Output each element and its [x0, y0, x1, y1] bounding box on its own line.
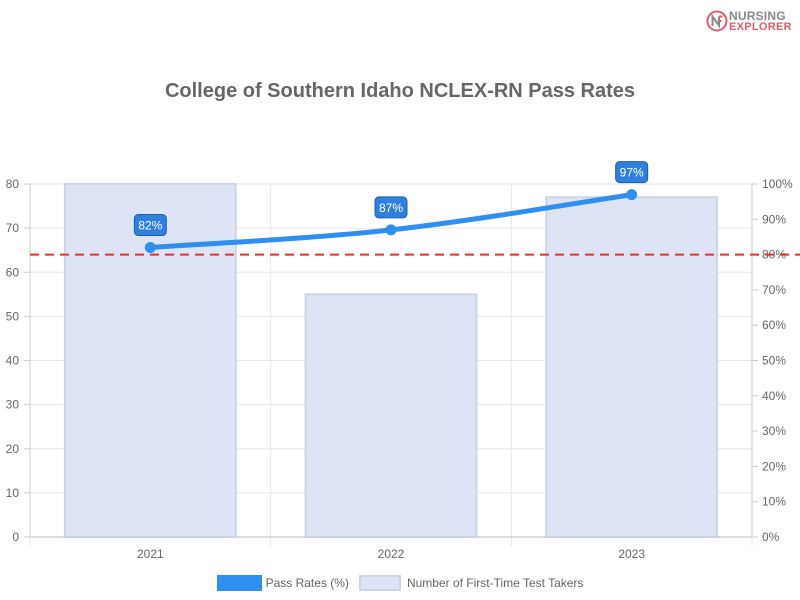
bar-2023 [545, 196, 719, 539]
logo-text-explorer: EXPLORER [729, 21, 792, 33]
pass-rate-point-2022 [385, 224, 397, 236]
y-left-tick-label: 60 [6, 265, 20, 279]
y-right-tick-label: 0% [762, 530, 780, 544]
bar-2021 [63, 183, 237, 538]
bar-2022 [304, 293, 478, 538]
y-left-tick-label: 0 [12, 530, 19, 544]
y-right-tick-label: 90% [762, 212, 786, 226]
legend-label-pass-rates: Pass Rates (%) [265, 576, 349, 590]
chart-title: College of Southern Idaho NCLEX-RN Pass … [164, 80, 636, 102]
y-right-tick-label: 50% [762, 354, 786, 368]
chart-legend: Pass Rates (%) Number of First-Time Test… [0, 575, 800, 591]
legend-swatch-line [216, 575, 262, 591]
y-right-tick-label: 100% [762, 177, 793, 191]
y-right-tick-label: 80% [762, 248, 786, 262]
x-tick-label: 2022 [378, 547, 405, 561]
y-right-tick-label: 10% [762, 495, 786, 509]
y-right-tick-label: 60% [762, 318, 786, 332]
data-label: 97% [620, 166, 644, 180]
data-label-box [374, 196, 408, 219]
y-right-tick-label: 30% [762, 424, 786, 438]
y-left-tick-label: 50 [6, 309, 20, 323]
logo-text-nursing: NURSING [729, 9, 786, 23]
y-left-tick-label: 10 [6, 486, 20, 500]
data-label: 87% [379, 201, 403, 215]
data-label-box [133, 214, 167, 237]
legend-label-test-takers: Number of First-Time Test Takers [406, 576, 584, 590]
nursing-explorer-logo: NURSING EXPLORER [706, 8, 792, 36]
y-left-tick-label: 30 [6, 398, 20, 412]
y-right-tick-label: 70% [762, 283, 786, 297]
y-left-tick-label: 80 [6, 177, 20, 191]
x-tick-label: 2023 [618, 547, 645, 561]
logo-icon [706, 10, 728, 32]
x-tick-label: 2021 [137, 547, 164, 561]
data-label-box [615, 161, 649, 184]
legend-swatch-bar [358, 575, 401, 591]
legend-item-pass-rates[interactable]: Pass Rates (%) [216, 575, 349, 591]
pass-rate-point-2023 [626, 189, 638, 201]
y-right-tick-label: 40% [762, 389, 786, 403]
legend-item-test-takers[interactable]: Number of First-Time Test Takers [358, 575, 584, 591]
data-label: 82% [138, 219, 162, 233]
y-right-tick-label: 20% [762, 459, 786, 473]
y-left-tick-label: 70 [6, 221, 20, 235]
y-left-tick-label: 20 [6, 442, 20, 456]
pass-rate-point-2021 [144, 242, 156, 254]
y-left-tick-label: 40 [6, 354, 20, 368]
